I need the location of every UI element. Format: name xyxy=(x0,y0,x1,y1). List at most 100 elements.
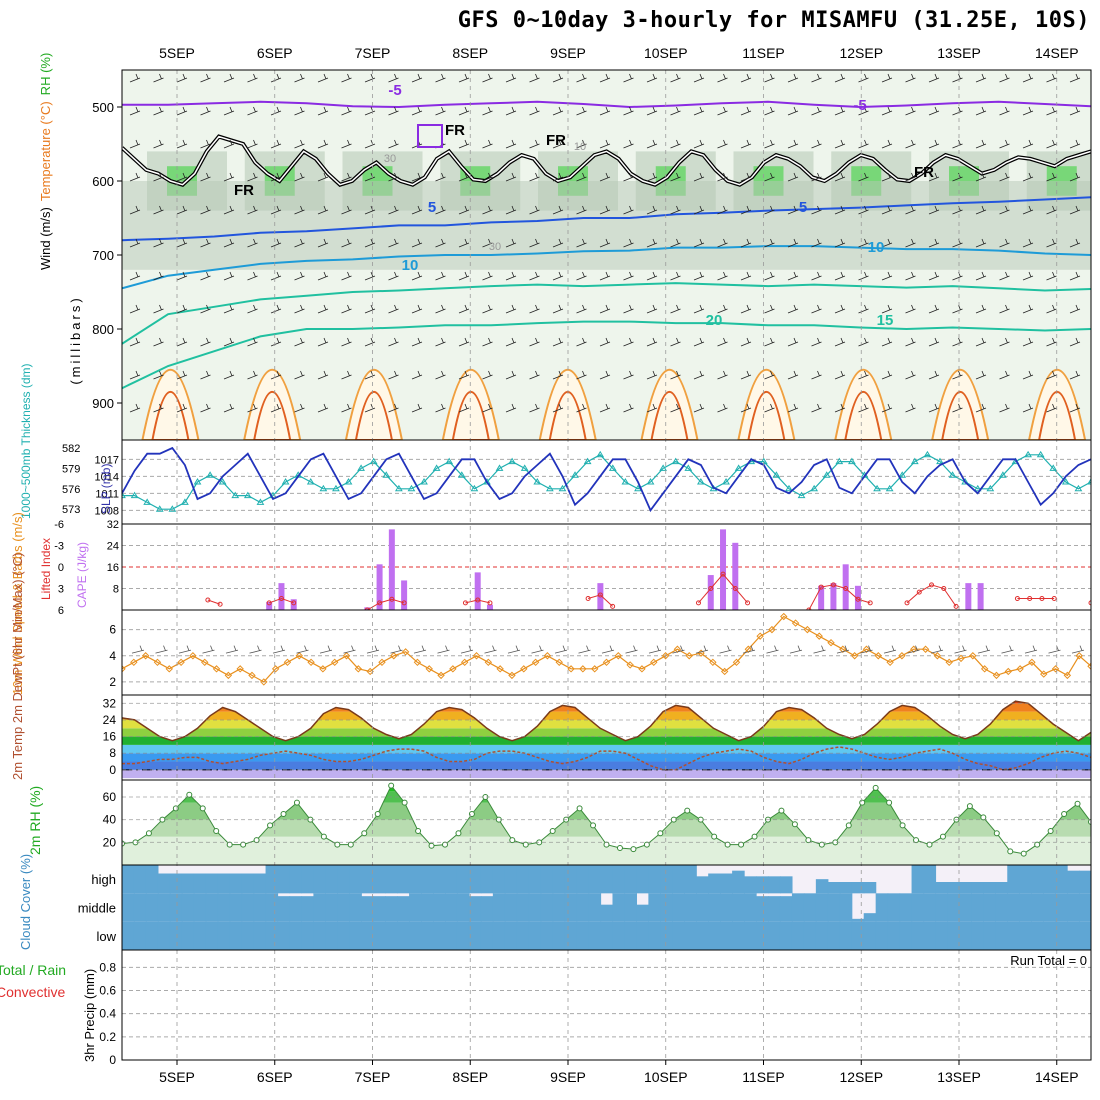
wind-barb-10m xyxy=(507,645,521,654)
wind-barb xyxy=(928,403,940,413)
wind-barb xyxy=(552,271,564,281)
wind-barb-10m xyxy=(1001,645,1014,654)
cloud-bar-low xyxy=(205,921,219,950)
thickness-point xyxy=(520,464,529,471)
wind-barb xyxy=(482,337,493,347)
wind-barb xyxy=(129,172,141,182)
cloud-bar-low xyxy=(122,921,135,950)
cloud-bar-low xyxy=(456,921,470,950)
wind-barb-10m xyxy=(977,645,991,654)
cloud-bar-high xyxy=(1067,870,1080,894)
thickness-point xyxy=(394,484,403,492)
wind-barb xyxy=(646,73,658,83)
wind-barb xyxy=(176,304,188,314)
thickness-point xyxy=(332,484,340,492)
wind-barb xyxy=(129,403,141,413)
cape-bar xyxy=(830,583,837,610)
cloud-bar-middle xyxy=(325,893,338,922)
cloud-bar-high xyxy=(959,882,972,894)
cloud-bar-low xyxy=(349,921,362,950)
wind-barb xyxy=(1046,304,1057,314)
rh-point xyxy=(899,822,906,829)
wind-barb xyxy=(858,73,869,83)
cloud-bar-middle xyxy=(935,893,949,922)
rh-point xyxy=(522,841,529,848)
wind-barb xyxy=(458,73,470,83)
thickness-point xyxy=(608,464,617,471)
wind-barb xyxy=(270,370,282,380)
thickness-point xyxy=(1049,464,1058,471)
rh-band xyxy=(122,836,1091,865)
ylabel-part: Wind (m/s) xyxy=(38,207,53,270)
wind-barb xyxy=(458,139,470,149)
li-point xyxy=(806,607,812,610)
wind-barb xyxy=(975,172,987,182)
wind-speed-point xyxy=(579,665,587,673)
wind-barb xyxy=(834,271,846,281)
wind-barb xyxy=(341,205,352,215)
thickness-point xyxy=(130,491,139,499)
temp-ylabel: 2m Temp 2m DewPt (6hr Min/Max) (°C) xyxy=(10,553,25,780)
wind-barb xyxy=(952,370,963,380)
wind-barb xyxy=(341,304,352,314)
wind-barb xyxy=(505,271,517,281)
cloud-bar-middle xyxy=(301,896,315,922)
wind-barb xyxy=(435,73,446,83)
thickness-tick-label: 582 xyxy=(62,443,80,455)
wind-barb xyxy=(294,370,305,380)
wind-barb xyxy=(623,304,634,314)
wind-barb xyxy=(999,172,1010,182)
cloud-bar-low xyxy=(1019,921,1032,950)
wind-barb xyxy=(529,370,540,380)
wind-barb xyxy=(247,205,258,215)
wind-barb xyxy=(247,370,258,380)
wind-barb xyxy=(200,238,211,248)
wind-barb xyxy=(505,73,517,83)
cloud-bar-middle xyxy=(636,904,649,922)
thickness-point xyxy=(646,478,655,485)
ytick-label: 600 xyxy=(92,174,114,189)
li-point xyxy=(266,600,272,606)
wind-barb xyxy=(623,73,634,83)
precip-tick-label: 0.6 xyxy=(99,984,116,998)
bottom-date-label: 6SEP xyxy=(257,1069,293,1085)
cloud-bar-low xyxy=(983,921,996,950)
wind-barb xyxy=(505,238,517,248)
wind-barb xyxy=(153,403,164,413)
wind-barb xyxy=(411,205,423,215)
wind-barb xyxy=(552,139,564,149)
wind-barb xyxy=(294,73,305,83)
wind-barb xyxy=(388,370,399,380)
wind-barb xyxy=(717,172,728,182)
slp-line xyxy=(122,446,1091,513)
cloud-bar-low xyxy=(385,921,398,950)
wind-barb xyxy=(129,73,141,83)
top-date-label: 8SEP xyxy=(452,45,488,61)
wind-barb-10m xyxy=(131,645,145,654)
upper-ylabel: Wind (m/s) Temperature (°C) RH (%) xyxy=(38,53,53,270)
wind-barb xyxy=(834,73,846,83)
cape-bar xyxy=(486,604,493,610)
ytick-label: 800 xyxy=(92,322,114,337)
temp-band xyxy=(122,703,1091,712)
wind-barb xyxy=(1046,238,1057,248)
wind-speed-point xyxy=(122,665,126,673)
cloud-bar-low xyxy=(289,921,303,950)
cloud-bar-middle xyxy=(756,896,769,922)
cloud-bar-high xyxy=(193,873,207,894)
wind-barb xyxy=(270,205,282,215)
wind-barb xyxy=(1069,106,1081,116)
wind-speed-point xyxy=(201,658,209,667)
wind-barb xyxy=(740,238,752,248)
wind-barb xyxy=(153,304,164,314)
wind-barb xyxy=(740,73,752,83)
wind-barb xyxy=(717,205,728,215)
wind-barb-10m xyxy=(343,645,356,654)
wind-barb xyxy=(200,403,211,413)
wind-barb xyxy=(482,304,493,314)
wind-barb xyxy=(787,205,799,215)
cloud-bar-high xyxy=(337,865,350,894)
li-point xyxy=(867,600,873,606)
cloud-bar-low xyxy=(193,921,207,950)
cape-bar xyxy=(266,601,273,610)
